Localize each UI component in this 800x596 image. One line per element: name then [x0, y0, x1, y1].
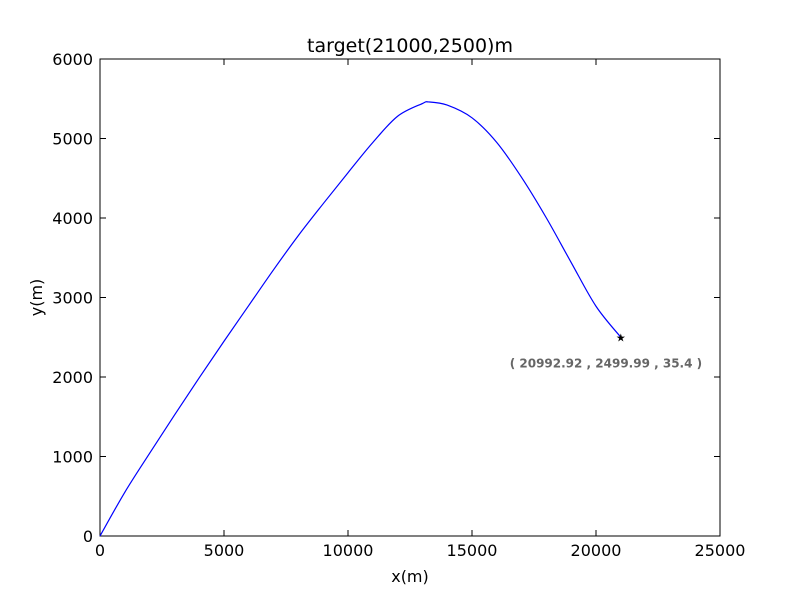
y-tick-label: 1000	[52, 448, 93, 467]
x-tick-label: 5000	[204, 541, 245, 560]
y-tick-label: 6000	[52, 50, 93, 69]
y-tick-label: 2000	[52, 368, 93, 387]
y-axis-label: y(m)	[27, 279, 46, 317]
x-tick-label: 25000	[695, 541, 746, 560]
x-tick-label: 0	[95, 541, 105, 560]
series-layer: ★	[99, 101, 626, 537]
x-tick-label: 20000	[571, 541, 622, 560]
trajectory-line	[99, 101, 622, 537]
axis-ticks: 0 5000 10000 15000 20000 25000 0 1000 2000 3000 40…	[52, 50, 745, 560]
y-tick-label: 3000	[52, 289, 93, 308]
x-tick-label: 10000	[323, 541, 374, 560]
point-annotation: ( 20992.92 , 2499.99 , 35.4 )	[510, 356, 702, 370]
y-tick-label: 0	[83, 527, 93, 546]
target-star-marker: ★	[616, 331, 626, 344]
y-tick-label: 4000	[52, 209, 93, 228]
x-axis-label: x(m)	[391, 567, 429, 586]
chart-title: target(21000,2500)m	[307, 35, 513, 57]
x-tick-label: 15000	[447, 541, 498, 560]
y-tick-label: 5000	[52, 130, 93, 149]
